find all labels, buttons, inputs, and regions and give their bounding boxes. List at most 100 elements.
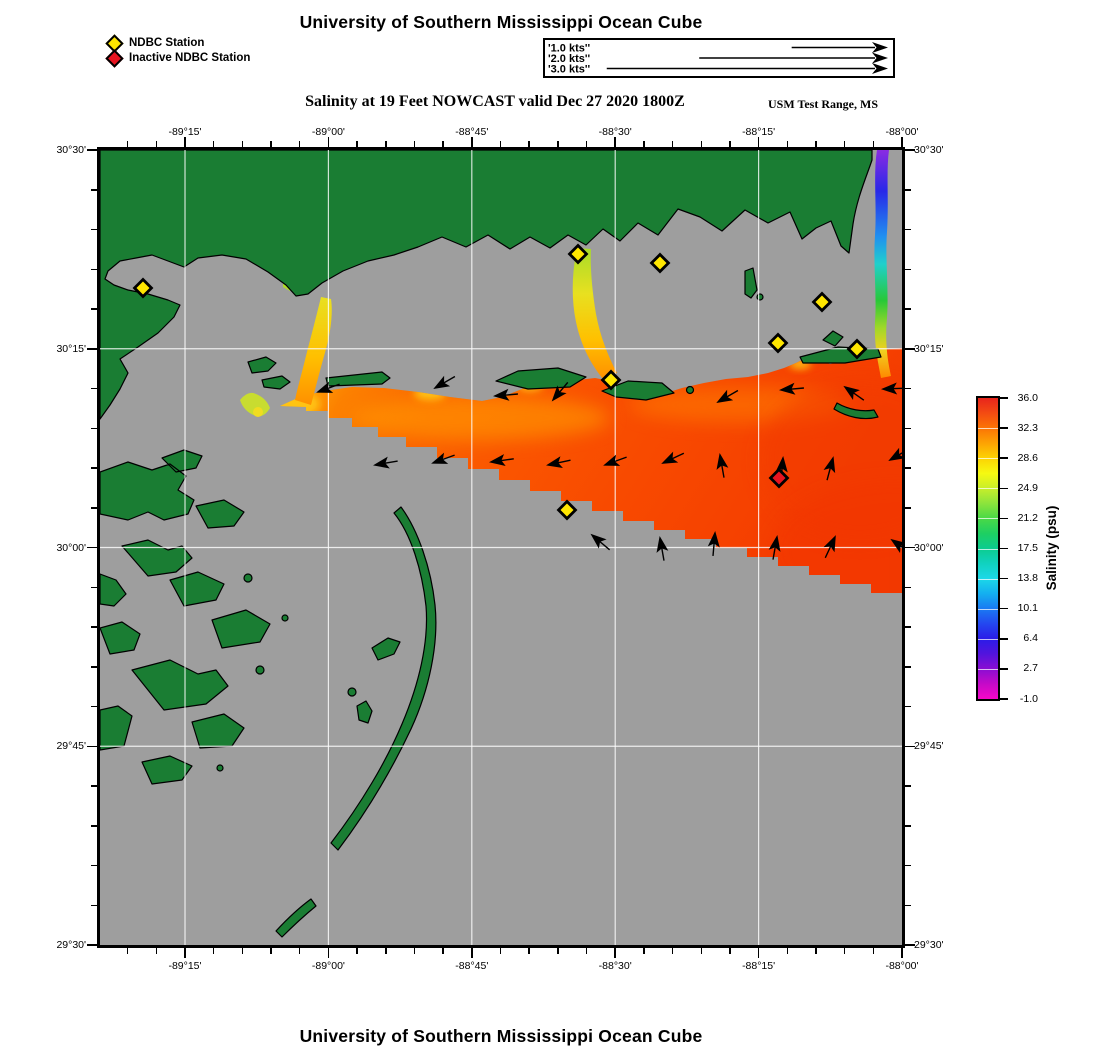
axis-tick — [1000, 547, 1008, 550]
active-station-marker — [567, 243, 589, 265]
chandeleur-islet — [275, 898, 317, 938]
colorbar-tick-label: 2.7 — [1023, 662, 1038, 675]
current-arrow-icon — [546, 456, 571, 468]
axis-tick — [87, 348, 97, 350]
river-plumes — [240, 150, 891, 417]
region-label: USM Test Range, MS — [768, 97, 879, 111]
axis-tick-label: -88°30' — [598, 960, 632, 972]
current-arrow-icon — [779, 382, 804, 395]
axis-tick-label: -89°15' — [168, 960, 202, 972]
axis-tick — [87, 149, 97, 151]
axis-tick — [87, 944, 97, 946]
axis-tick — [327, 137, 330, 147]
axis-tick — [87, 546, 97, 549]
axis-tick — [905, 189, 911, 191]
axis-tick — [905, 864, 911, 867]
horn-island — [495, 367, 587, 390]
axis-tick-label: -89°00' — [311, 126, 345, 138]
legend-label: NDBC Station — [129, 37, 205, 49]
current-arrow-icon — [603, 454, 627, 466]
axis-tick — [905, 507, 911, 509]
colorbar-tick-label: -1.0 — [1019, 692, 1038, 705]
axis-tick — [1000, 427, 1008, 429]
current-arrow-icon — [768, 535, 781, 560]
marsh-dot — [281, 614, 289, 622]
axis-tick-label: 29°30' — [56, 939, 86, 951]
chandeleur-islands — [330, 506, 437, 851]
axis-tick-label: 29°30' — [914, 939, 944, 951]
colorbar-tick-label: 36.0 — [1017, 391, 1038, 404]
axis-tick — [905, 745, 915, 747]
ndbc-stations — [132, 243, 868, 521]
axis-tick — [87, 745, 97, 747]
axis-tick-label: 30°15' — [914, 342, 944, 355]
legend-row-inactive: Inactive NDBC Station — [105, 48, 251, 68]
axis-tick — [905, 348, 915, 350]
axis-tick — [1000, 668, 1008, 670]
current-arrow-icon — [656, 536, 669, 561]
axis-tick-label: 29°45' — [914, 740, 944, 753]
axis-tick — [905, 387, 911, 390]
axis-tick-label: 30°30' — [914, 144, 944, 156]
axis-tick-label: -88°45' — [455, 960, 489, 972]
current-arrow-icon — [433, 375, 456, 389]
axis-tick — [905, 228, 911, 231]
inactive-ndbc-station-diamond-icon — [105, 48, 124, 68]
velocity-scale-label: '3.0 kts'' — [548, 64, 590, 75]
axis-tick — [905, 586, 911, 588]
current-arrow-icon — [843, 385, 865, 401]
axis-tick — [905, 149, 915, 151]
current-arrow-icon — [823, 535, 836, 559]
coastal-islet — [756, 293, 764, 301]
axis-tick — [471, 137, 473, 147]
active-station-marker — [649, 252, 671, 274]
axis-tick-label: -88°30' — [598, 126, 632, 138]
current-arrow-icon — [823, 456, 836, 481]
axis-tick — [905, 825, 911, 827]
current-arrow-icon — [316, 381, 340, 393]
axis-tick — [1000, 517, 1008, 520]
velocity-scale-label: '1.0 kts'' — [548, 43, 590, 55]
figure-title-top: University of Southern Mississippi Ocean… — [299, 12, 703, 32]
inactive-station-marker — [768, 467, 790, 489]
current-arrow-icon — [661, 451, 685, 464]
map-area — [97, 147, 912, 948]
station-legend: NDBC Station Inactive NDBC Station — [105, 33, 251, 68]
marsh-dot — [255, 665, 265, 675]
axis-tick-label: -88°00' — [885, 960, 919, 972]
marsh-dot — [216, 764, 224, 772]
dauphin-island — [822, 330, 844, 347]
axis-tick-label: -89°00' — [311, 960, 345, 972]
colorbar-gridline — [978, 668, 998, 670]
pelican-island — [833, 402, 879, 420]
current-arrow-icon — [716, 453, 729, 478]
round-island — [685, 385, 695, 395]
biloxi-bay-plume — [572, 248, 617, 379]
velocity-scale-arrows: '1.0 kts'''2.0 kts'''3.0 kts'' — [548, 42, 888, 76]
colorbar-tick-label: 10.1 — [1017, 602, 1038, 615]
colorbar-tick-label: 17.5 — [1017, 542, 1038, 554]
axis-tick — [757, 137, 760, 147]
legend-label: Inactive NDBC Station — [129, 52, 251, 64]
axis-tick — [1000, 457, 1008, 459]
plume-dash — [253, 407, 263, 417]
axis-tick — [905, 666, 911, 668]
axis-tick — [905, 904, 911, 906]
axis-tick-label: -89°15' — [168, 126, 202, 138]
active-station-marker — [132, 277, 154, 299]
current-arrow-icon — [590, 533, 611, 551]
colorbar-tick-label: 28.6 — [1017, 451, 1038, 464]
colorbar-gridline — [978, 458, 998, 460]
current-arrow-icon — [551, 381, 569, 402]
axis-tick — [184, 137, 186, 147]
colorbar-title: Salinity (psu) — [1044, 505, 1059, 591]
axis-tick — [1000, 638, 1008, 640]
axis-tick — [905, 467, 911, 469]
axis-tick — [905, 427, 911, 429]
axis-tick-label: 30°00' — [56, 541, 86, 554]
axis-tick — [1000, 607, 1008, 610]
axis-tick-label: 30°30' — [56, 144, 86, 156]
colorbar-tick-label: 21.2 — [1017, 511, 1038, 524]
axis-tick — [905, 944, 915, 946]
